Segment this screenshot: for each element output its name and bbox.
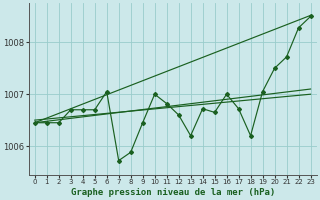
X-axis label: Graphe pression niveau de la mer (hPa): Graphe pression niveau de la mer (hPa) [70,188,275,197]
